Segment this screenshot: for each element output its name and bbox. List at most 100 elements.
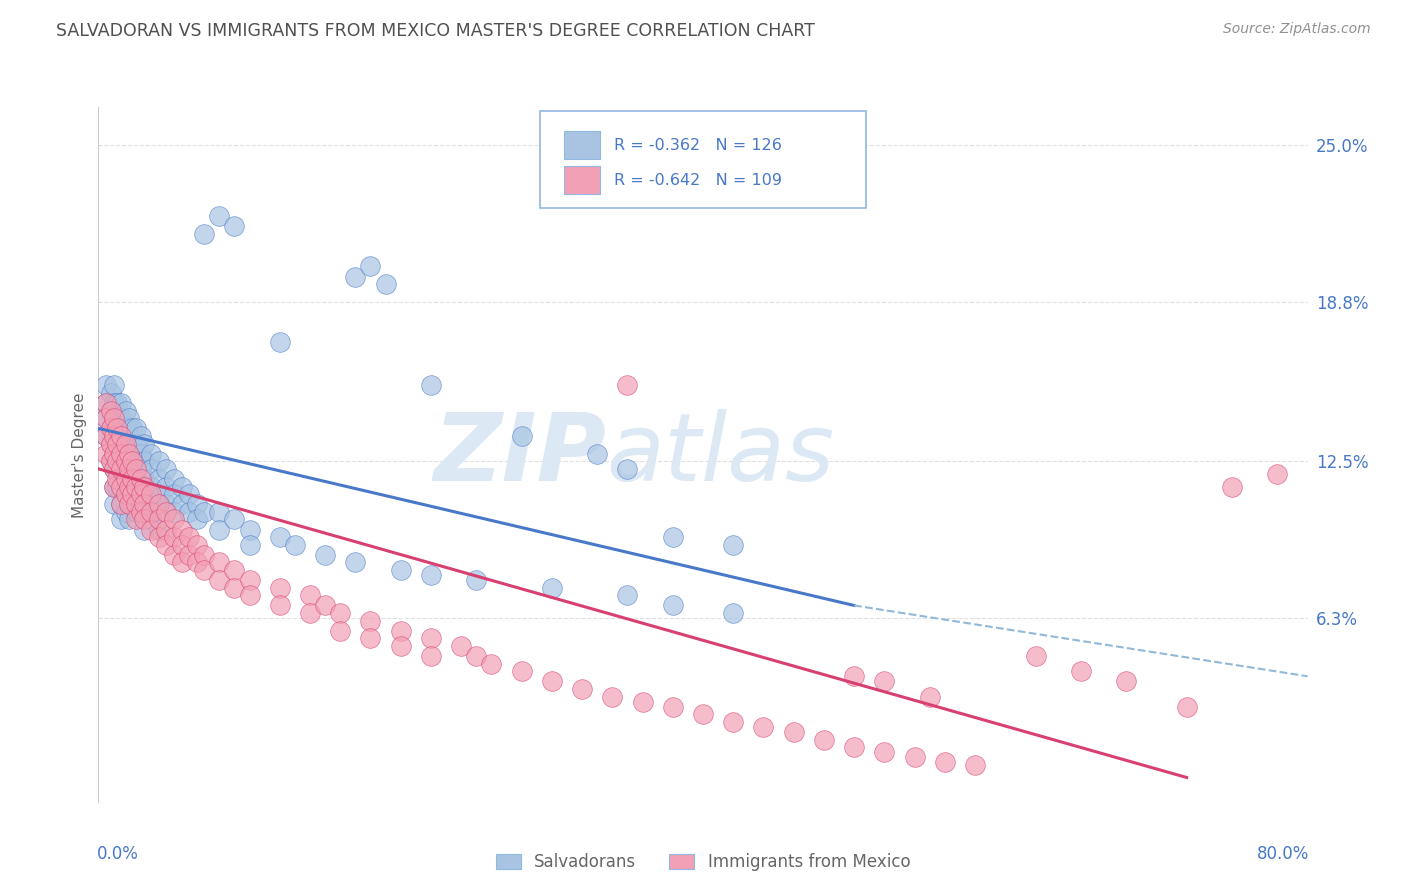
Point [141,487,163,501]
Point [105,447,128,461]
Point [114,472,136,486]
Point [360,614,382,628]
Point [125,487,148,501]
Point [118,447,141,461]
Point [389,624,412,638]
Point [121,454,143,468]
Point [692,707,714,722]
Text: R = -0.642   N = 109: R = -0.642 N = 109 [613,172,782,187]
Point [540,581,562,595]
Point [105,396,128,410]
Point [114,436,136,450]
Point [510,665,533,679]
Point [239,573,262,587]
Point [224,581,246,595]
Text: atlas: atlas [606,409,835,500]
Point [121,487,143,501]
Point [510,429,533,443]
Point [132,487,155,501]
Point [224,563,246,577]
FancyBboxPatch shape [540,111,866,208]
Point [125,454,148,468]
Point [193,563,215,577]
Point [100,421,122,435]
Text: ZIP: ZIP [433,409,606,501]
Y-axis label: Master's Degree: Master's Degree [72,392,87,517]
Point [132,505,155,519]
Point [170,538,193,552]
Point [129,472,152,486]
Point [170,523,193,537]
Point [100,436,122,450]
Point [110,497,132,511]
Point [103,411,125,425]
Point [163,472,186,486]
Point [163,530,186,544]
Point [193,505,215,519]
Point [129,487,152,501]
Point [94,396,117,410]
Point [540,674,562,689]
Point [420,632,443,646]
Point [170,479,193,493]
Point [420,378,443,392]
Point [155,479,177,493]
Point [344,556,367,570]
Point [110,411,132,425]
Point [105,429,128,443]
Point [103,396,125,410]
Point [360,632,382,646]
Point [118,429,141,443]
Point [129,429,152,443]
Point [110,447,132,461]
Point [148,530,170,544]
Point [662,699,685,714]
Point [118,462,141,476]
Point [103,429,125,443]
Point [918,690,941,704]
Point [239,538,262,552]
Point [329,624,352,638]
Point [114,454,136,468]
Point [208,523,231,537]
Point [118,411,141,425]
Point [813,732,835,747]
Point [420,568,443,582]
Point [118,512,141,526]
Point [179,530,201,544]
Point [110,429,132,443]
Point [129,447,152,461]
Point [148,523,170,537]
Point [193,227,215,241]
Point [360,260,382,274]
Point [129,505,152,519]
Point [148,487,170,501]
Point [105,479,128,493]
Point [105,421,128,435]
Point [602,690,624,704]
Point [1115,674,1137,689]
Point [155,497,177,511]
Point [103,462,125,476]
Point [103,447,125,461]
Point [132,512,155,526]
Point [141,497,163,511]
Point [723,714,745,729]
Point [571,681,593,696]
Point [662,599,685,613]
Point [110,462,132,476]
Point [163,505,186,519]
Text: 0.0%: 0.0% [97,845,139,863]
Point [125,421,148,435]
Point [100,386,122,401]
Point [105,462,128,476]
Point [141,512,163,526]
Point [148,505,170,519]
Point [299,588,322,602]
Point [132,436,155,450]
Point [148,497,170,511]
Point [389,639,412,653]
Point [114,436,136,450]
Point [389,563,412,577]
Point [125,462,148,476]
